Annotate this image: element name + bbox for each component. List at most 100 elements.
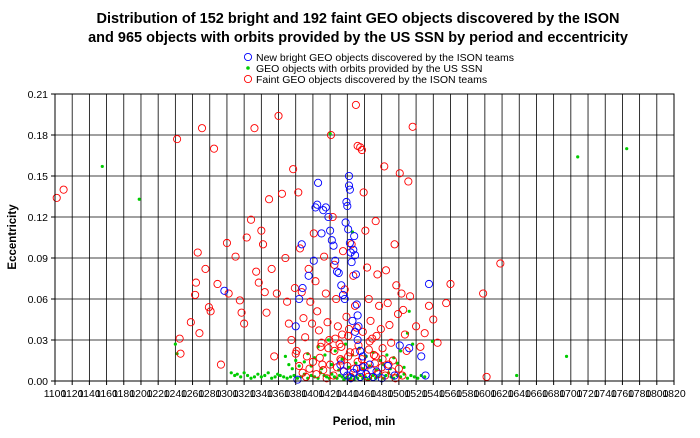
bright-object-point bbox=[298, 284, 307, 293]
bright-object-point bbox=[326, 226, 335, 235]
ssn-object-point bbox=[385, 353, 389, 357]
faint-object-point bbox=[270, 352, 279, 361]
faint-object-point bbox=[242, 233, 251, 242]
faint-object-point bbox=[52, 193, 61, 202]
faint-object-point bbox=[372, 331, 381, 340]
faint-object-point bbox=[384, 360, 393, 369]
ssn-object-point bbox=[309, 373, 313, 378]
bright-object-point bbox=[295, 294, 304, 304]
x-tick-label: 1160 bbox=[95, 388, 118, 400]
ssn-object-point bbox=[233, 373, 237, 378]
data-points bbox=[52, 100, 629, 384]
y-tick-label: 0.12 bbox=[28, 212, 49, 224]
bright-object-point bbox=[334, 268, 343, 278]
y-tick-label: 0.15 bbox=[28, 171, 49, 183]
bright-object-point bbox=[365, 360, 374, 369]
faint-object-point bbox=[250, 124, 259, 133]
faint-object-point bbox=[281, 253, 290, 263]
faint-object-point bbox=[318, 360, 327, 369]
bright-object-point bbox=[340, 294, 349, 304]
faint-object-point bbox=[381, 266, 391, 275]
faint-object-point bbox=[206, 307, 215, 316]
faint-object-point bbox=[197, 124, 207, 133]
legend-label: GEO objects with orbits provided by the … bbox=[256, 63, 482, 75]
ssn-object-point bbox=[402, 365, 406, 369]
x-tick-label: 1740 bbox=[594, 388, 618, 400]
bright-object-point bbox=[338, 290, 348, 299]
ssn-object-point bbox=[325, 375, 329, 379]
y-tick-label: 0.03 bbox=[28, 335, 49, 347]
y-axis-ticks: 0.00 0.03 0.06 0.09 0.12 0.15 0.18 0.21 bbox=[28, 89, 55, 388]
ssn-object-point bbox=[245, 373, 250, 378]
ssn-object-point bbox=[283, 354, 288, 358]
ssn-object-point bbox=[302, 360, 306, 364]
x-tick-label: 1240 bbox=[164, 388, 188, 400]
faint-object-point bbox=[274, 111, 283, 120]
x-tick-label: 1260 bbox=[181, 388, 205, 400]
bright-object-point bbox=[346, 248, 355, 257]
x-tick-label: 1580 bbox=[456, 388, 480, 400]
faint-object-point bbox=[305, 364, 314, 373]
bright-object-point bbox=[362, 370, 371, 379]
faint-object-point bbox=[231, 252, 240, 261]
faint-object-point bbox=[295, 361, 304, 371]
ssn-object-point bbox=[625, 147, 629, 151]
faint-object-point bbox=[342, 312, 351, 321]
faint-object-point bbox=[332, 294, 341, 304]
bright-object-point bbox=[372, 367, 381, 376]
faint-object-point bbox=[311, 277, 320, 286]
ssn-object-point bbox=[263, 373, 267, 378]
chart-title-line-2: and 965 objects with orbits provided by … bbox=[88, 30, 628, 46]
bright-object-point bbox=[336, 360, 345, 369]
x-tick-label: 1640 bbox=[508, 388, 532, 400]
x-tick-label: 1600 bbox=[473, 388, 497, 400]
y-tick-label: 0.21 bbox=[28, 89, 49, 101]
faint-object-point bbox=[496, 259, 505, 268]
ssn-object-point bbox=[235, 372, 239, 376]
legend-label: Faint GEO objects discovered by the ISON… bbox=[256, 74, 487, 86]
ssn-object-point bbox=[278, 373, 282, 378]
faint-object-point bbox=[399, 305, 408, 314]
ssn-object-point bbox=[294, 358, 298, 363]
faint-object-point bbox=[330, 260, 339, 269]
faint-object-point bbox=[320, 252, 329, 261]
legend-label: New bright GEO objects discovered by the… bbox=[256, 52, 514, 64]
faint-object-point bbox=[479, 289, 488, 298]
faint-object-point bbox=[387, 338, 396, 347]
x-tick-label: 1540 bbox=[422, 388, 446, 400]
faint-object-point bbox=[319, 366, 328, 375]
faint-object-point bbox=[361, 226, 370, 235]
faint-object-point bbox=[360, 361, 369, 371]
faint-object-point bbox=[284, 319, 293, 328]
ssn-object-point bbox=[328, 132, 332, 136]
ssn-object-point bbox=[270, 376, 274, 380]
bright-object-point bbox=[317, 229, 326, 238]
faint-object-point bbox=[204, 303, 213, 312]
faint-object-point bbox=[301, 333, 310, 342]
ssn-object-point bbox=[326, 338, 330, 342]
ssn-object-point bbox=[332, 375, 337, 379]
bright-object-point bbox=[344, 225, 353, 234]
faint-object-point bbox=[331, 334, 340, 343]
bright-object-point bbox=[291, 322, 300, 331]
ssn-object-point bbox=[256, 372, 260, 376]
bright-object-point bbox=[350, 327, 360, 336]
faint-object-point bbox=[395, 169, 404, 178]
y-tick-label: 0.06 bbox=[28, 294, 49, 306]
ssn-object-point bbox=[399, 349, 403, 353]
bright-object-point bbox=[304, 271, 313, 280]
faint-object-point bbox=[350, 348, 360, 357]
faint-object-point bbox=[358, 327, 367, 336]
faint-object-point bbox=[315, 353, 324, 362]
faint-object-point bbox=[314, 326, 323, 335]
ssn-object-point bbox=[412, 375, 416, 379]
y-tick-label: 0.18 bbox=[28, 130, 49, 142]
x-tick-label: 1440 bbox=[336, 388, 360, 400]
faint-object-point bbox=[224, 289, 233, 298]
faint-object-point bbox=[406, 292, 415, 301]
bright-object-point bbox=[348, 316, 357, 325]
ssn-object-point bbox=[259, 375, 263, 379]
bright-object-point bbox=[349, 245, 358, 254]
x-tick-label: 1200 bbox=[129, 388, 153, 400]
bright-object-point bbox=[390, 371, 399, 380]
